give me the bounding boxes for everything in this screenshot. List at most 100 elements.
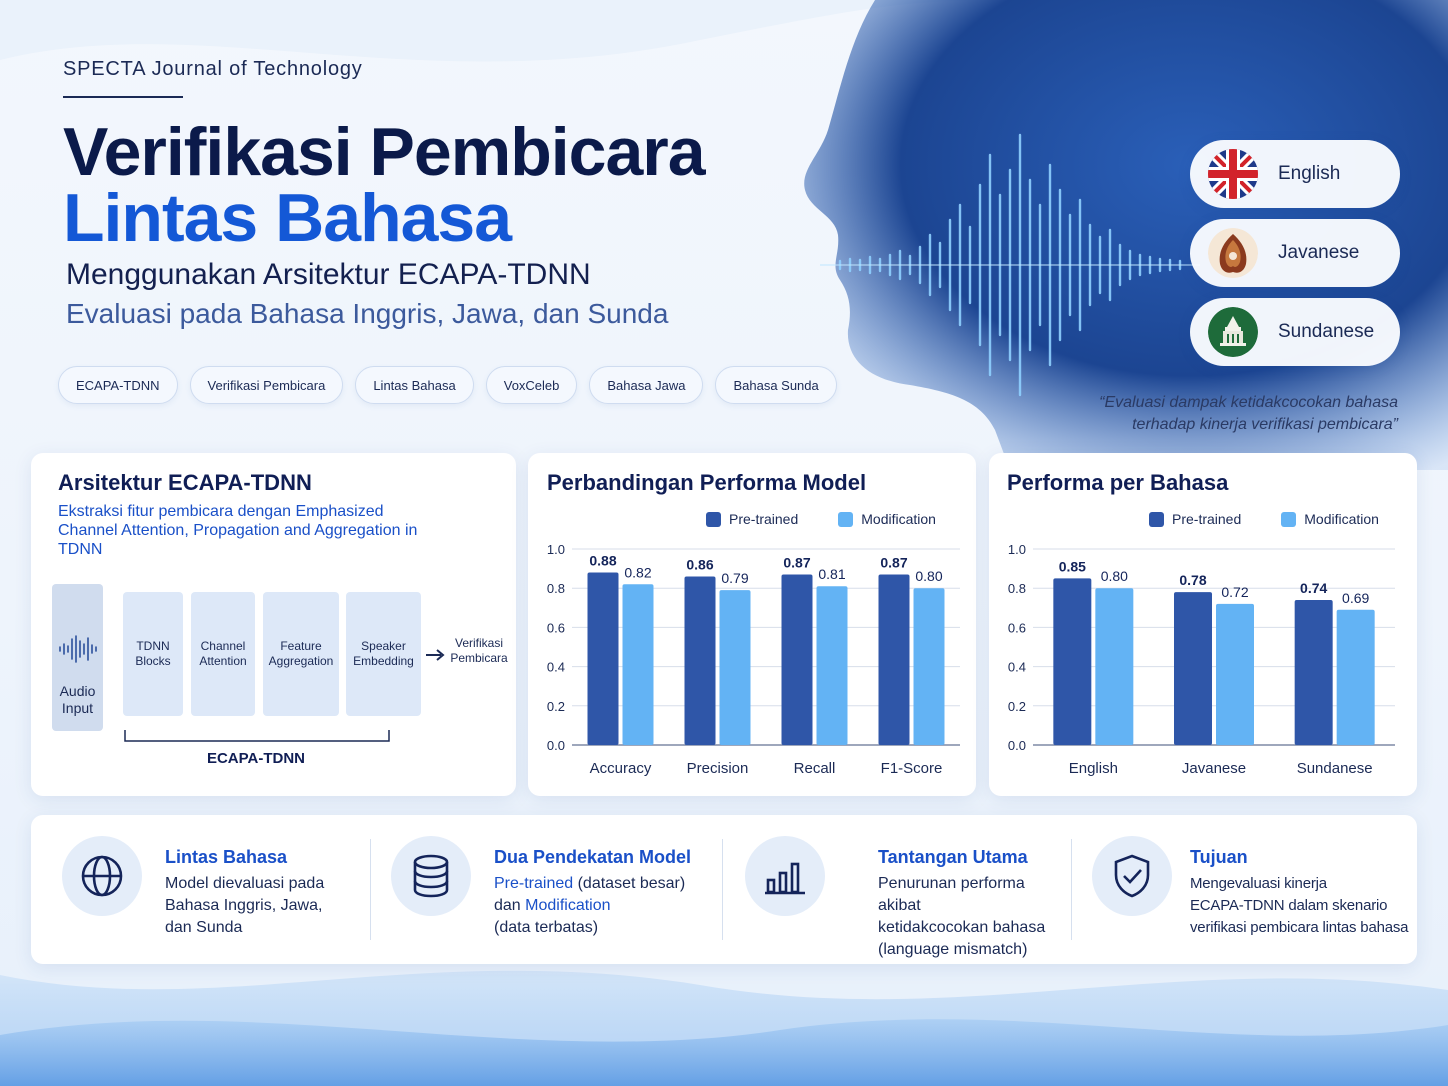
y-tick-label: 0.2 [547, 699, 565, 714]
info-text: Penurunan performa akibat ketidakcocokan… [878, 873, 1071, 961]
database-icon [391, 836, 471, 916]
info-line-prefix: dan [494, 897, 526, 914]
data-label: 0.88 [589, 553, 616, 569]
bar-pre-trained [1053, 578, 1092, 745]
keyword-tags: ECAPA-TDNN Verifikasi Pembicara Lintas B… [58, 366, 837, 404]
title-line-1: Verifikasi Pembicara [63, 114, 706, 190]
bar-pre-trained [781, 574, 813, 745]
block-speaker-embedding: Speaker Embedding [346, 592, 421, 716]
data-label: 0.86 [686, 556, 713, 572]
summary-strip: Lintas Bahasa Model dievaluasi pada Baha… [31, 815, 1417, 964]
block-feature-aggregation: Feature Aggregation [263, 592, 339, 716]
journal-rule [63, 96, 183, 98]
info-title: Dua Pendekatan Model [494, 847, 692, 867]
y-tick-label: 0.6 [547, 620, 565, 635]
tag-ecapa-tdnn[interactable]: ECAPA-TDNN [58, 366, 178, 404]
language-label: Sundanese [1278, 321, 1375, 342]
info-line: Pre-trained (dataset besar) [494, 873, 685, 895]
y-tick-label: 0.6 [1008, 620, 1026, 635]
bar-pre-trained [1174, 592, 1212, 745]
bar-modification [1216, 603, 1254, 745]
y-tick-label: 1.0 [547, 542, 565, 557]
bar-modification [913, 588, 945, 745]
data-label: 0.72 [1221, 584, 1248, 600]
block-tdnn: TDNN Blocks [123, 592, 183, 716]
info-text: Mengevaluasi kinerja ECAPA-TDNN dalam sk… [1190, 873, 1409, 939]
info-line: Model dievaluasi pada [165, 875, 325, 892]
legend-swatch-modification [1281, 511, 1297, 527]
sound-wave [820, 133, 1200, 397]
legend-swatch-modification [838, 511, 854, 527]
chart-title: Performa per Bahasa [1007, 470, 1229, 495]
legend-label-modification: Modification [861, 511, 936, 527]
info-tantangan: Tantangan Utama Penurunan performa akiba… [723, 815, 1071, 964]
info-tujuan: Tujuan Mengevaluasi kinerja ECAPA-TDNN d… [1072, 815, 1417, 964]
group-label: ECAPA-TDNN [206, 750, 306, 767]
data-label: 0.80 [915, 568, 942, 584]
language-javanese[interactable]: Javanese [1190, 219, 1400, 287]
chart-legend: Pre-trained Modification [1149, 511, 1379, 527]
language-sundanese[interactable]: Sundanese [1190, 298, 1400, 366]
x-tick-label: English [1069, 760, 1118, 777]
architecture-title: Arsitektur ECAPA-TDNN [58, 470, 312, 495]
tag-bahasa-sunda[interactable]: Bahasa Sunda [715, 366, 837, 404]
tag-verifikasi-pembicara[interactable]: Verifikasi Pembicara [189, 366, 344, 404]
output-label: Verifikasi Pembicara [450, 636, 508, 665]
model-comparison-chart: 0.0 0.2 0.4 0.6 0.8 1.0 0.88 0.82 Accuracy 0.86 0.… [547, 542, 960, 777]
y-tick-label: 0.0 [1008, 738, 1026, 753]
y-tick-label: 1.0 [1008, 542, 1026, 557]
legend-swatch-pretrained [1149, 511, 1164, 527]
arrow-right-icon [426, 649, 445, 661]
title-line-2: Lintas Bahasa [63, 180, 512, 256]
divider [370, 839, 371, 940]
bar-modification [816, 586, 848, 745]
x-tick-label: Recall [794, 760, 836, 777]
javanese-gunungan-icon [1208, 228, 1258, 278]
info-line: Penurunan performa akibat [878, 875, 1025, 914]
x-tick-label: Accuracy [590, 760, 652, 777]
y-tick-label: 0.4 [547, 660, 565, 675]
data-label: 0.74 [1300, 580, 1327, 596]
globe-icon [62, 836, 142, 916]
subtitle-secondary: Evaluasi pada Bahasa Inggris, Jawa, dan … [66, 298, 669, 329]
bar-modification [622, 584, 654, 745]
language-performance-card: Performa per Bahasa Pre-trained Modifica… [989, 453, 1417, 796]
quote: “Evaluasi dampak ketidakcocokan bahasa t… [1099, 394, 1398, 433]
language-label: English [1278, 163, 1341, 184]
divider [1071, 839, 1072, 940]
info-text: Model dievaluasi pada Bahasa Inggris, Ja… [165, 873, 324, 939]
waveform-icon [59, 635, 97, 663]
info-line: dan Modification [494, 895, 685, 917]
data-label: 0.78 [1179, 572, 1206, 588]
bar-pre-trained [878, 574, 910, 745]
legend-label-pretrained: Pre-trained [729, 511, 799, 527]
tag-bahasa-jawa[interactable]: Bahasa Jawa [589, 366, 704, 404]
tag-voxceleb[interactable]: VoxCeleb [485, 366, 578, 404]
info-title: Lintas Bahasa [165, 847, 288, 867]
highlight-modification: Modification [525, 897, 611, 914]
chart-legend: Pre-trained Modification [706, 511, 936, 527]
bar-pre-trained [1294, 599, 1333, 745]
bar-modification [1095, 588, 1134, 745]
y-tick-label: 0.8 [547, 581, 565, 596]
info-title: Tujuan [1190, 847, 1248, 867]
info-line: ketidakcocokan bahasa [878, 919, 1046, 936]
x-tick-label: Precision [687, 760, 749, 777]
subtitle: Menggunakan Arsitektur ECAPA-TDNN [66, 258, 591, 291]
journal-name: SPECTA Journal of Technology [63, 58, 363, 80]
y-tick-label: 0.8 [1008, 581, 1026, 596]
language-english[interactable]: English [1190, 140, 1400, 208]
tag-lintas-bahasa[interactable]: Lintas Bahasa [355, 366, 474, 404]
info-line: ECAPA-TDNN dalam skenario [1190, 897, 1388, 914]
highlight-pretrained: Pre-trained [494, 875, 574, 892]
data-label: 0.81 [818, 566, 845, 582]
legend-label-pretrained: Pre-trained [1172, 511, 1242, 527]
data-label: 0.87 [783, 554, 810, 570]
data-label: 0.87 [880, 554, 907, 570]
y-tick-label: 0.2 [1008, 699, 1026, 714]
info-line: Bahasa Inggris, Jawa, [165, 897, 323, 914]
bar-chart-icon [745, 836, 825, 916]
y-tick-label: 0.0 [547, 738, 565, 753]
data-label: 0.82 [624, 564, 651, 580]
